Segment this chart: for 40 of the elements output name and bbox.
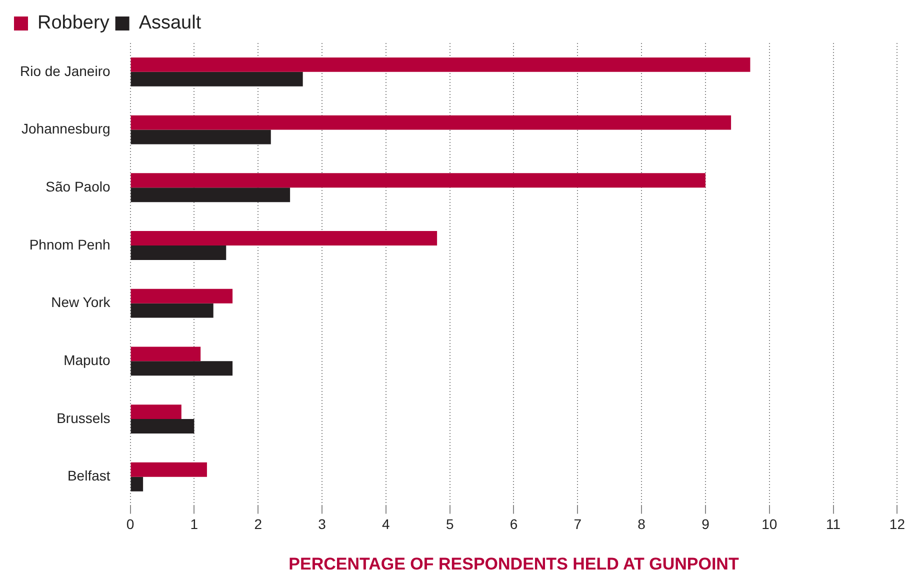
- bar: [130, 361, 233, 376]
- bar: [130, 130, 271, 144]
- bar: [130, 173, 706, 188]
- y-tick-label: New York: [51, 294, 112, 310]
- bar: [130, 188, 290, 202]
- x-tick-label: 9: [702, 516, 710, 532]
- x-tick-label: 0: [126, 516, 134, 532]
- bar: [130, 288, 233, 304]
- y-tick-label: Rio de Janeiro: [20, 62, 110, 79]
- x-tick-label: 12: [889, 516, 906, 532]
- x-tick-label: 5: [446, 516, 454, 532]
- bar: [130, 419, 194, 434]
- x-tick-label: 2: [254, 516, 262, 532]
- x-tick-label: 7: [574, 516, 582, 532]
- x-axis-title: PERCENTAGE OF RESPONDENTS HELD AT GUNPOINT: [288, 554, 740, 574]
- x-tick-label: 10: [762, 516, 778, 532]
- legend-label: Assault: [138, 12, 202, 34]
- bar: [130, 115, 732, 130]
- legend-label: Robbery: [38, 12, 110, 34]
- bar: [130, 303, 214, 318]
- y-tick-label: Johannesburg: [22, 120, 110, 137]
- y-tick-label: Phnom Penh: [29, 236, 110, 252]
- x-tick-label: 3: [318, 516, 326, 532]
- bar: [130, 462, 207, 477]
- bar: [130, 231, 438, 246]
- x-tick-label: 6: [510, 516, 518, 532]
- bar: [130, 72, 303, 86]
- bar: [130, 404, 182, 420]
- x-tick-label: 1: [190, 516, 198, 532]
- x-tick-label: 4: [382, 516, 390, 532]
- bar: [130, 57, 750, 72]
- x-tick-label: 8: [638, 516, 646, 532]
- bar: [130, 346, 201, 362]
- y-tick-label: São Paolo: [46, 178, 110, 194]
- bar: [130, 476, 144, 492]
- y-tick-label: Brussels: [56, 410, 110, 426]
- x-tick-label: 11: [826, 516, 841, 532]
- y-tick-label: Belfast: [67, 468, 110, 484]
- y-tick-label: Maputo: [64, 352, 110, 368]
- bar: [130, 245, 226, 260]
